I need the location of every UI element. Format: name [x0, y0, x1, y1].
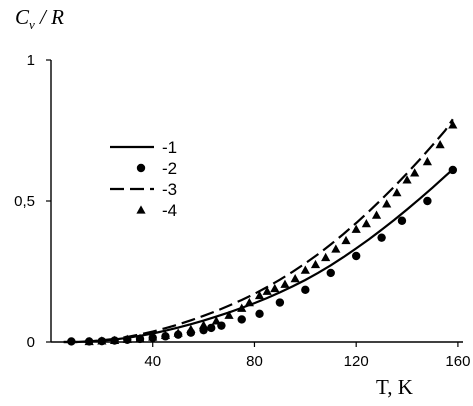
series-4-point [224, 310, 234, 319]
series-4-point [186, 324, 196, 333]
series-4-point [361, 218, 371, 228]
x-tick-label-160: 160 [445, 353, 470, 370]
series-4-point [97, 336, 107, 345]
series-2-point [237, 315, 246, 324]
series-4-point [448, 120, 458, 129]
series-4-point [392, 187, 402, 197]
legend-label-3: -3 [162, 180, 177, 199]
series-4-point [262, 286, 272, 295]
series-3 [63, 118, 454, 344]
series-layer [63, 118, 458, 346]
series-4-point [198, 320, 209, 329]
series-4-point [280, 279, 290, 288]
series-4-point [244, 297, 254, 307]
series-4-point [84, 336, 94, 346]
series-2-point [207, 323, 216, 333]
series-4-point [211, 316, 221, 325]
series-4-point [382, 199, 392, 208]
series-4-point [321, 252, 331, 262]
ticks: 40 80 120 160 0 0,5 1 [14, 52, 470, 370]
y-axis-title: Cv / R [15, 5, 64, 32]
series-2-point [255, 309, 264, 318]
series-2-point [448, 165, 458, 175]
series-4-point [341, 235, 351, 245]
legend-label-1: -1 [162, 138, 177, 157]
y-axis-title-sub: v [29, 17, 35, 32]
legend-swatch-circle [136, 163, 146, 173]
series-4-point [270, 283, 280, 293]
x-axis-title: T, K [376, 375, 413, 399]
legend-item-1: -1 [110, 138, 177, 157]
y-tick-label-2: 1 [27, 52, 35, 69]
series-4-point [410, 168, 420, 177]
series-4-point [135, 333, 145, 343]
series-4-point [310, 259, 321, 269]
series-4-point [435, 140, 445, 149]
series-4-point [351, 224, 361, 233]
legend-item-3: -3 [110, 180, 177, 199]
series-2-point [301, 285, 310, 295]
legend: -1 -2 -3 -4 [110, 138, 177, 220]
series-2-point [351, 251, 361, 261]
series-4-point [109, 335, 120, 344]
series-2-point [397, 216, 407, 225]
series-4-point [300, 265, 310, 274]
series-2-point [423, 196, 432, 206]
series-4-point [122, 334, 132, 343]
series-2-point [275, 298, 285, 307]
series-2-point [326, 268, 335, 278]
series-3-line [63, 118, 454, 344]
y-axis-title-base: C [15, 5, 30, 29]
legend-swatch-triangle [136, 205, 146, 214]
series-4-point [173, 328, 183, 337]
y-tick-label-1: 0,5 [14, 193, 35, 210]
y-tick-label-0: 0 [27, 334, 35, 351]
series-2-point [377, 233, 386, 242]
x-tick-label-80: 80 [246, 353, 263, 370]
series-4-point [331, 244, 341, 253]
series-4-point [371, 210, 382, 219]
legend-label-4: -4 [162, 201, 177, 220]
x-tick-label-120: 120 [344, 353, 369, 370]
legend-item-2: -2 [136, 159, 177, 178]
series-4-point [160, 330, 171, 339]
legend-label-2: -2 [162, 159, 177, 178]
series-4 [84, 120, 458, 346]
series-4-point [237, 303, 247, 312]
axes [50, 60, 463, 343]
series-4-point [148, 332, 158, 341]
series-4-point [290, 273, 300, 283]
series-4-point [254, 290, 265, 300]
y-axis-title-rest: / R [35, 5, 64, 29]
series-4-point [402, 175, 412, 184]
legend-item-4: -4 [136, 201, 177, 220]
series-4-point [422, 156, 432, 166]
x-tick-label-40: 40 [144, 353, 161, 370]
